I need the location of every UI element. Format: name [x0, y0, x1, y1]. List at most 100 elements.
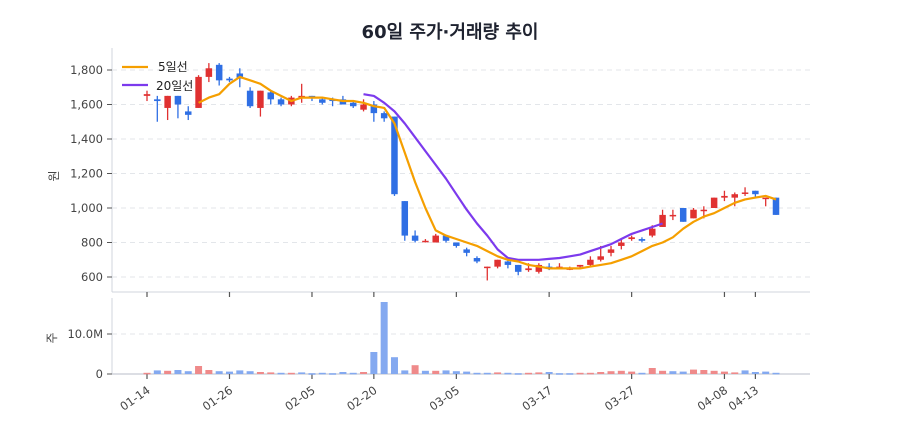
x-tick-label: 01-14	[117, 383, 152, 414]
volume-bar	[380, 302, 388, 374]
candle-body	[143, 94, 151, 96]
volume-tick-label: 0	[96, 367, 103, 381]
volume-bar	[411, 365, 419, 374]
volume-tick-label: 10.0M	[67, 327, 103, 341]
volume-bar	[318, 372, 326, 375]
candle-body	[215, 64, 223, 81]
candle-body	[277, 99, 285, 105]
candle-body	[349, 102, 357, 107]
candle-body	[267, 92, 274, 100]
candle-body	[484, 266, 491, 269]
volume-bar	[256, 372, 264, 374]
volume-bar	[215, 371, 223, 374]
candle-body	[401, 201, 409, 236]
volume-bar	[236, 370, 244, 374]
candle-body	[463, 249, 470, 253]
volume-bar	[360, 372, 368, 374]
candle-body	[453, 242, 460, 246]
volume-bar	[525, 372, 533, 375]
candle-body	[184, 111, 192, 115]
volume-bar	[514, 373, 522, 375]
candle-body	[360, 104, 367, 110]
volume-bar	[504, 372, 512, 375]
volume-bar	[473, 372, 481, 375]
candle-body	[762, 197, 769, 200]
candle-body	[535, 264, 543, 272]
volume-bar	[586, 372, 594, 375]
x-tick-label: 02-05	[282, 383, 317, 414]
legend-ma20-label: 20일선	[156, 79, 193, 93]
candle-body	[587, 259, 594, 265]
volume-bar	[370, 352, 378, 374]
volume-bar	[720, 371, 728, 374]
candle-body	[246, 90, 254, 107]
price-tick-label: 1,000	[70, 201, 103, 215]
price-tick-label: 800	[81, 236, 103, 250]
x-tick-label: 04-13	[726, 383, 761, 414]
volume-bar	[463, 371, 471, 374]
volume-bar	[205, 370, 213, 374]
volume-bar	[225, 371, 233, 374]
candle-body	[164, 95, 171, 108]
volume-bar	[607, 371, 615, 374]
candle-body	[690, 209, 697, 219]
candle-body	[669, 214, 677, 217]
candle-body	[494, 259, 501, 267]
volume-bar	[349, 372, 357, 375]
candle-body	[205, 68, 213, 77]
volume-bar	[153, 370, 161, 374]
candle-body	[174, 95, 182, 105]
volume-bar	[452, 371, 460, 374]
x-tick-label: 03-17	[519, 383, 554, 414]
volume-bar	[638, 372, 646, 375]
volume-bar	[628, 371, 636, 374]
price-tick-label: 1,400	[70, 132, 103, 146]
volume-bar	[648, 368, 656, 374]
price-tick-label: 1,200	[70, 167, 103, 181]
price-tick-label: 600	[81, 270, 103, 284]
candle-body	[679, 208, 687, 222]
volume-axis-label: 주	[45, 332, 59, 343]
ma20-line	[363, 93, 663, 261]
candle-body	[442, 235, 450, 241]
x-tick-label: 01-26	[200, 383, 235, 414]
chart-title: 60일 주가·거래량 추이	[361, 22, 539, 43]
candle-body	[432, 235, 439, 243]
volume-bar	[164, 370, 172, 374]
volume-bar	[184, 371, 192, 374]
candle-body	[772, 197, 780, 215]
candle-body	[721, 195, 728, 198]
volume-bar	[442, 370, 450, 374]
candle-body	[649, 228, 656, 236]
volume-bar	[597, 372, 605, 374]
volume-bar	[566, 373, 574, 375]
volume-bar	[669, 371, 677, 374]
candle-body	[504, 261, 512, 265]
volume-bar	[277, 372, 285, 375]
volume-bar	[267, 372, 275, 374]
candle-body	[700, 209, 708, 212]
candle-body	[473, 258, 481, 262]
candle-body	[628, 237, 635, 240]
volume-bar	[731, 372, 739, 374]
volume-bar	[339, 372, 347, 374]
candle-body	[607, 249, 615, 253]
candle-body	[638, 239, 646, 241]
x-tick-label: 02-20	[344, 383, 379, 414]
volume-bar	[555, 373, 563, 375]
candle-body	[226, 78, 233, 81]
price-axis-label: 원	[47, 170, 61, 181]
legend-ma5-label: 5일선	[158, 60, 188, 74]
candle-body	[257, 90, 264, 108]
price-tick-label: 1,800	[70, 63, 103, 77]
candle-body	[319, 99, 326, 103]
volume-bar	[690, 369, 698, 374]
candle-body	[576, 264, 584, 267]
volume-bar	[329, 373, 337, 375]
volume-bar	[545, 372, 553, 374]
volume-bar	[576, 372, 584, 375]
volume-bar	[741, 370, 749, 374]
candle-body	[741, 192, 749, 194]
volume-bar	[494, 372, 502, 374]
